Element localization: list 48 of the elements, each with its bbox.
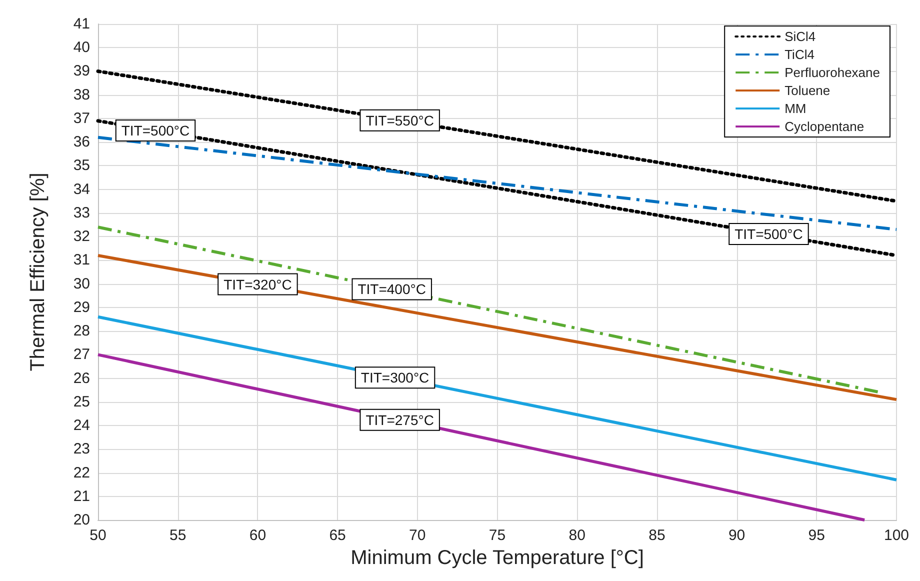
y-tick-label: 22 <box>73 464 90 482</box>
x-tick-label: 85 <box>648 527 666 544</box>
y-tick-label: 41 <box>73 16 90 32</box>
x-tick-label: 60 <box>249 527 266 544</box>
annotation: TIT=500°C <box>121 122 190 139</box>
y-tick-label: 30 <box>73 275 90 292</box>
y-tick-label: 29 <box>73 298 90 316</box>
legend-label: SiCl4 <box>784 29 816 44</box>
y-tick-label: 24 <box>73 417 90 434</box>
x-tick-label: 55 <box>170 527 186 544</box>
y-tick-label: 23 <box>73 440 90 458</box>
y-tick-label: 34 <box>73 180 90 198</box>
legend-label: Toluene <box>784 83 830 98</box>
x-tick-label: 50 <box>90 527 106 544</box>
y-tick-label: 40 <box>73 39 90 56</box>
y-tick-label: 26 <box>73 370 90 387</box>
y-tick-label: 25 <box>73 393 90 410</box>
y-tick-label: 28 <box>73 322 90 340</box>
y-tick-label: 35 <box>73 157 90 174</box>
y-axis-title: Thermal Efficiency [%] <box>27 172 49 372</box>
annotation: TIT=500°C <box>734 226 803 242</box>
y-tick-label: 36 <box>73 134 90 151</box>
y-tick-label: 38 <box>73 86 90 104</box>
x-tick-label: 65 <box>329 527 346 544</box>
annotation: TIT=320°C <box>224 276 292 292</box>
annotation: TIT=300°C <box>360 370 430 386</box>
y-tick-label: 21 <box>73 488 90 505</box>
legend-label: TiCl4 <box>784 47 814 62</box>
annotation: TIT=550°C <box>366 112 434 128</box>
y-tick-label: 39 <box>73 62 90 80</box>
x-tick-label: 90 <box>728 527 746 544</box>
legend-label: Perfluorohexane <box>784 65 880 80</box>
x-tick-label: 100 <box>884 527 909 544</box>
y-tick-label: 37 <box>73 110 90 127</box>
y-tick-label: 33 <box>73 204 90 222</box>
x-tick-label: 70 <box>409 527 426 544</box>
legend-label: MM <box>784 101 806 116</box>
legend-label: Cyclopentane <box>784 119 864 134</box>
x-axis-title: Minimum Cycle Temperature [°C] <box>350 547 644 569</box>
y-tick-label: 32 <box>73 228 90 246</box>
annotation: TIT=400°C <box>358 281 426 298</box>
x-tick-label: 75 <box>488 527 506 544</box>
x-tick-label: 80 <box>568 527 586 544</box>
y-tick-label: 31 <box>73 252 90 269</box>
annotation: TIT=275°C <box>366 412 434 428</box>
x-tick-label: 95 <box>808 527 825 544</box>
y-tick-label: 27 <box>73 346 90 364</box>
y-tick-label: 20 <box>73 512 90 528</box>
